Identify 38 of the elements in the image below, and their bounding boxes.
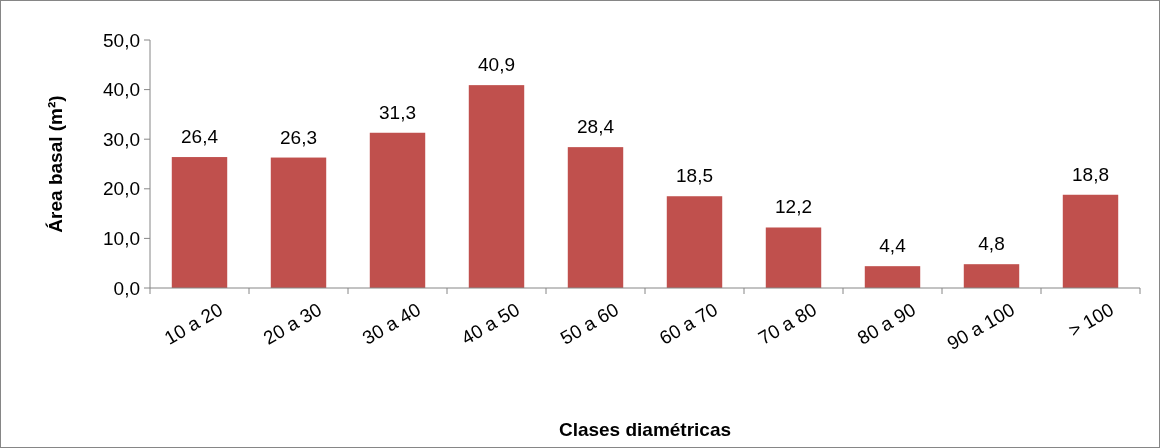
x-tick-label: 90 a 100 [943, 298, 1019, 354]
data-label: 18,8 [1072, 163, 1109, 185]
x-tick-label: > 100 [1065, 298, 1118, 342]
y-axis-title: Área basal (m²) [45, 95, 66, 233]
data-label: 18,5 [676, 165, 713, 187]
data-label: 4,8 [978, 233, 1005, 255]
bar [666, 196, 723, 288]
data-label: 40,9 [478, 54, 515, 76]
bar [567, 147, 624, 288]
x-tick-label: 50 a 60 [556, 298, 623, 349]
bar [369, 132, 426, 288]
x-tick-label: 20 a 30 [259, 298, 326, 349]
data-label: 28,4 [577, 116, 615, 138]
bar [171, 157, 228, 288]
x-tick-label: 30 a 40 [358, 298, 425, 349]
x-axis-title: Clases diamétricas [558, 419, 732, 440]
bar [468, 85, 525, 288]
data-label: 4,4 [879, 235, 907, 257]
data-label: 31,3 [379, 101, 416, 123]
data-label: 12,2 [775, 196, 812, 218]
bar [963, 264, 1020, 288]
bar [1062, 194, 1119, 288]
data-label: 26,4 [181, 126, 219, 148]
y-tick-label: 20,0 [103, 178, 140, 200]
y-tick-label: 0,0 [113, 277, 140, 299]
x-tick-label: 10 a 20 [160, 298, 227, 349]
x-tick-label: 70 a 80 [754, 298, 821, 349]
bar [270, 157, 327, 288]
y-tick-label: 40,0 [103, 79, 140, 101]
y-tick-label: 10,0 [103, 228, 140, 250]
x-tick-label: 40 a 50 [457, 298, 524, 349]
x-tick-label: 80 a 90 [853, 298, 920, 349]
bar [864, 266, 921, 288]
y-tick-label: 50,0 [103, 29, 140, 51]
bar [765, 227, 822, 288]
x-tick-label: 60 a 70 [655, 298, 722, 349]
y-tick-label: 30,0 [103, 128, 140, 150]
data-label: 26,3 [280, 126, 317, 148]
